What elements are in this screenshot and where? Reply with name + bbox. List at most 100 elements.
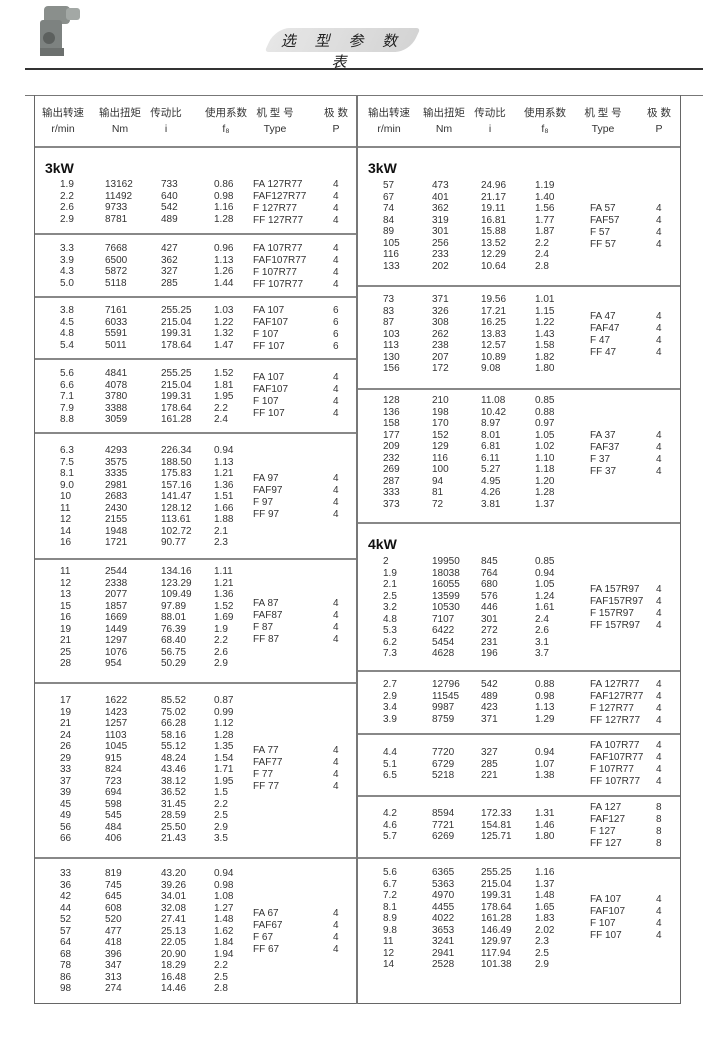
torque-cell: 301 bbox=[432, 226, 449, 237]
poles-cell: 4 bbox=[333, 279, 339, 290]
speed-cell: 26 bbox=[60, 741, 72, 752]
header-label-type: 机 型 号 bbox=[584, 107, 622, 119]
torque-cell: 1423 bbox=[105, 706, 128, 718]
header-label-torque: 输出扭矩 bbox=[99, 107, 141, 119]
service-factor-cell: 1.61 bbox=[535, 602, 555, 613]
header-label-ratio: 传动比 bbox=[474, 107, 506, 119]
group-divider bbox=[358, 670, 680, 672]
ratio-cell: 85.52 bbox=[161, 695, 187, 706]
torque-cell: 598 bbox=[105, 798, 122, 810]
torque-cell: 824 bbox=[105, 764, 122, 775]
torque-cell: 954 bbox=[105, 658, 122, 669]
ratio-cell: 327 bbox=[481, 747, 498, 758]
ratio-cell: 542 bbox=[481, 679, 498, 690]
service-factor-cell: 1.37 bbox=[535, 498, 555, 510]
type-cell: F 127 bbox=[590, 826, 616, 837]
speed-cell: 6.7 bbox=[383, 878, 397, 890]
service-factor-cell: 1.44 bbox=[214, 277, 234, 289]
poles-cell: 4 bbox=[656, 347, 662, 358]
torque-cell: 10530 bbox=[432, 602, 460, 613]
type-cell: FAF97 bbox=[253, 485, 283, 496]
poles-cell: 4 bbox=[333, 932, 339, 943]
table-top-rule bbox=[25, 95, 703, 96]
page-title: 选 型 参 数 表 bbox=[280, 32, 405, 71]
ratio-cell: 199.31 bbox=[161, 328, 192, 339]
torque-cell: 13162 bbox=[105, 179, 133, 190]
poles-cell: 4 bbox=[333, 372, 339, 383]
header-label-ratio: 传动比 bbox=[150, 107, 182, 119]
service-factor-cell: 1.07 bbox=[535, 758, 555, 770]
speed-cell: 14 bbox=[60, 525, 72, 537]
ratio-cell: 255.25 bbox=[481, 867, 512, 878]
group-divider bbox=[35, 358, 356, 360]
torque-cell: 406 bbox=[105, 833, 122, 844]
torque-cell: 473 bbox=[432, 180, 449, 191]
speed-cell: 78 bbox=[60, 960, 72, 971]
header-label-poles: 极 数 bbox=[324, 107, 348, 119]
ratio-cell: 12.57 bbox=[481, 340, 507, 351]
header-label-speed: 输出转速 bbox=[42, 107, 84, 119]
type-cell: FA 77 bbox=[253, 745, 279, 756]
type-cell: FF 127R77 bbox=[253, 215, 304, 226]
type-cell: F 107 bbox=[590, 918, 616, 929]
poles-cell: 6 bbox=[333, 317, 339, 328]
poles-cell: 4 bbox=[656, 454, 662, 465]
speed-cell: 7.5 bbox=[60, 456, 74, 468]
service-factor-cell: 1.20 bbox=[535, 475, 555, 487]
service-factor-cell: 1.82 bbox=[535, 351, 555, 363]
type-cell: FA 47 bbox=[590, 311, 616, 322]
ratio-cell: 10.89 bbox=[481, 351, 507, 363]
service-factor-cell: 0.94 bbox=[535, 567, 555, 579]
poles-cell: 4 bbox=[333, 497, 339, 508]
speed-cell: 158 bbox=[383, 418, 400, 429]
ratio-cell: 36.52 bbox=[161, 787, 187, 798]
poles-cell: 4 bbox=[656, 679, 662, 690]
torque-cell: 7720 bbox=[432, 747, 455, 758]
service-factor-cell: 1.02 bbox=[535, 441, 555, 452]
torque-cell: 11492 bbox=[105, 190, 133, 202]
service-factor-cell: 2.2 bbox=[214, 960, 228, 971]
torque-cell: 2338 bbox=[105, 577, 128, 589]
ratio-cell: 117.94 bbox=[481, 947, 511, 959]
poles-cell: 4 bbox=[656, 894, 662, 905]
service-factor-cell: 1.35 bbox=[214, 741, 234, 752]
speed-cell: 5.1 bbox=[383, 758, 397, 770]
torque-cell: 170 bbox=[432, 418, 449, 429]
ratio-cell: 188.50 bbox=[161, 456, 192, 468]
speed-cell: 4.4 bbox=[383, 747, 397, 758]
speed-cell: 7.1 bbox=[60, 391, 74, 402]
service-factor-cell: 1.08 bbox=[214, 891, 234, 902]
type-cell: FAF107R77 bbox=[253, 255, 307, 266]
type-cell: FA 157R97 bbox=[590, 584, 640, 595]
type-cell: FA 107 bbox=[253, 305, 285, 316]
poles-cell: 4 bbox=[656, 620, 662, 631]
speed-cell: 136 bbox=[383, 406, 400, 418]
torque-cell: 915 bbox=[105, 752, 122, 764]
torque-cell: 6365 bbox=[432, 867, 455, 878]
type-cell: FF 67 bbox=[253, 944, 280, 955]
service-factor-cell: 3.7 bbox=[535, 648, 549, 659]
ratio-cell: 231 bbox=[481, 636, 498, 648]
torque-cell: 207 bbox=[432, 351, 449, 363]
ratio-cell: 128.12 bbox=[161, 502, 192, 514]
speed-cell: 37 bbox=[60, 775, 72, 787]
speed-cell: 11 bbox=[60, 502, 71, 514]
speed-cell: 8.9 bbox=[383, 913, 397, 924]
torque-cell: 1622 bbox=[105, 695, 128, 706]
type-cell: FA 107 bbox=[253, 372, 285, 383]
torque-cell: 5363 bbox=[432, 878, 455, 890]
speed-cell: 21 bbox=[60, 718, 72, 729]
torque-cell: 401 bbox=[432, 191, 449, 203]
poles-cell: 4 bbox=[333, 944, 339, 955]
ratio-cell: 16.25 bbox=[481, 317, 507, 328]
speed-cell: 16 bbox=[60, 537, 72, 548]
ratio-cell: 9.08 bbox=[481, 363, 501, 374]
ratio-cell: 88.01 bbox=[161, 612, 187, 623]
service-factor-cell: 1.16 bbox=[214, 202, 234, 213]
torque-cell: 308 bbox=[432, 317, 449, 328]
torque-cell: 4455 bbox=[432, 901, 455, 913]
torque-cell: 326 bbox=[432, 305, 449, 317]
service-factor-cell: 1.26 bbox=[214, 266, 234, 277]
ratio-cell: 542 bbox=[161, 202, 178, 213]
service-factor-cell: 2.6 bbox=[214, 646, 228, 658]
